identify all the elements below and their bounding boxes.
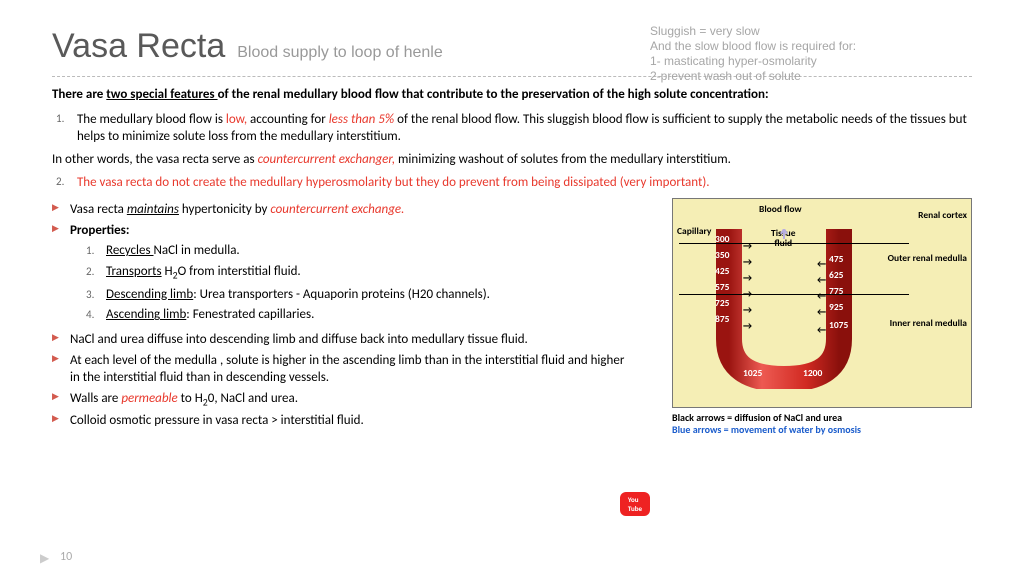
youtube-icon[interactable]: YouTube (620, 492, 650, 516)
val-bottom-right: 1200 (803, 369, 822, 379)
descending-value: 575 (715, 283, 729, 293)
bullet-lower: Colloid osmotic pressure in vasa recta >… (70, 413, 662, 430)
ascending-value: 475 (829, 255, 843, 265)
ascending-value: 1075 (829, 321, 848, 331)
bullet-lower: NaCl and urea diffuse into descending li… (70, 332, 662, 349)
page-subtitle: Blood supply to loop of henle (237, 43, 442, 68)
label-inner: Inner renal medulla (890, 319, 967, 329)
prop-2: 2.Transports H2O from interstitial fluid… (86, 264, 662, 282)
slide-header: Vasa Recta Blood supply to loop of henle (52, 24, 972, 68)
label-outer: Outer renal medulla (888, 254, 967, 264)
page-number: 10 (60, 550, 72, 566)
diagram-caption: Black arrows = diffusion of NaCl and ure… (672, 412, 972, 436)
ascending-value: 625 (829, 271, 843, 281)
bullet-lower: Walls are permeable to H20, NaCl and ure… (70, 391, 662, 409)
vasa-recta-diagram: Blood flow Capillary Tissue fluid Renal … (672, 198, 972, 408)
note-line: 2-prevent wash out of solute (650, 69, 856, 84)
descending-value: 425 (715, 267, 729, 277)
bullet-list-lower: ▶NaCl and urea diffuse into descending l… (52, 332, 662, 430)
feature-1: 1. The medullary blood flow is low, acco… (56, 112, 972, 146)
page-title: Vasa Recta (52, 24, 225, 68)
bullet-properties: Properties: (70, 223, 662, 240)
val-bottom-left: 1025 (743, 369, 762, 379)
page-arrow-icon: ▶ (40, 552, 49, 568)
bullet-lower: At each level of the medulla , solute is… (70, 353, 630, 387)
ascending-value: 925 (829, 303, 843, 313)
intro-text: There are two special features of the re… (52, 87, 972, 104)
descending-value: 350 (715, 251, 729, 261)
label-renal-cortex: Renal cortex (918, 211, 967, 221)
prop-3: 3.Descending limb: Urea transporters - A… (86, 287, 662, 304)
prop-4: 4.Ascending limb: Fenestrated capillarie… (86, 307, 662, 324)
in-other-words: In other words, the vasa recta serve as … (52, 152, 972, 169)
feature-2: 2. The vasa recta do not create the medu… (56, 175, 972, 192)
bullet-maintains: Vasa recta maintains hypertonicity by co… (70, 202, 662, 219)
ascending-value: 775 (829, 287, 843, 297)
descending-value: 875 (715, 315, 729, 325)
prop-1: 1.Recycles NaCl in medulla. (86, 243, 662, 260)
bullet-list-upper: ▶ Vasa recta maintains hypertonicity by … (52, 202, 662, 240)
label-capillary: Capillary (677, 227, 711, 237)
label-bloodflow: Blood flow (759, 205, 802, 215)
descending-value: 725 (715, 299, 729, 309)
